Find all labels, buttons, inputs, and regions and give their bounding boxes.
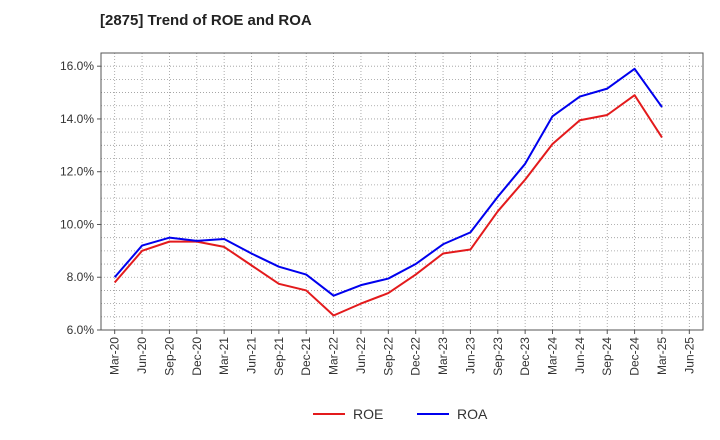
- x-tick-label: Sep-24: [600, 337, 614, 376]
- plot-area: [101, 53, 703, 330]
- x-tick-label: Sep-21: [272, 337, 286, 376]
- x-tick-label: Jun-23: [463, 337, 477, 374]
- x-tick-label: Jun-21: [245, 337, 259, 374]
- x-tick-label: Dec-23: [518, 337, 532, 376]
- x-tick-label: Dec-21: [299, 337, 313, 376]
- x-tick-label: Mar-25: [655, 337, 669, 375]
- series-lines: [113, 67, 663, 317]
- y-tick-label: 6.0%: [67, 323, 95, 337]
- x-tick-label: Mar-21: [217, 337, 231, 375]
- legend-item-roa: ROA: [417, 406, 488, 422]
- x-tick-label: Mar-24: [546, 337, 560, 375]
- x-tick-label: Dec-22: [409, 337, 423, 376]
- y-tick-label: 10.0%: [60, 217, 94, 231]
- x-tick-label: Jun-24: [573, 337, 587, 374]
- legend-label: ROA: [457, 406, 488, 422]
- x-tick-label: Mar-22: [327, 337, 341, 375]
- chart-title: [2875] Trend of ROE and ROA: [100, 12, 312, 29]
- y-axis-ticks: 6.0% 8.0% 10.0% 12.0% 14.0% 16.0%: [60, 59, 101, 337]
- legend-item-roe: ROE: [313, 406, 383, 422]
- legend-label: ROE: [353, 406, 383, 422]
- y-tick-label: 12.0%: [60, 165, 94, 179]
- legend: ROE ROA: [313, 406, 488, 422]
- y-tick-label: 16.0%: [60, 59, 94, 73]
- grid-lines: [101, 53, 703, 330]
- series-line-roa: [113, 67, 663, 297]
- x-tick-label: Sep-23: [491, 337, 505, 376]
- x-tick-label: Sep-22: [381, 337, 395, 376]
- x-tick-label: Mar-23: [436, 337, 450, 375]
- x-tick-label: Mar-20: [108, 337, 122, 375]
- x-tick-label: Jun-20: [135, 337, 149, 374]
- x-tick-label: Jun-25: [682, 337, 696, 374]
- series-line-roe: [113, 94, 663, 317]
- y-tick-label: 8.0%: [67, 270, 95, 284]
- y-tick-label: 14.0%: [60, 112, 94, 126]
- x-tick-label: Jun-22: [354, 337, 368, 374]
- x-tick-label: Sep-20: [162, 337, 176, 376]
- x-axis-ticks: Mar-20 Jun-20 Sep-20 Dec-20 Mar-21 Jun-21 Sep-…: [108, 330, 696, 376]
- x-tick-label: Dec-24: [628, 337, 642, 376]
- x-tick-label: Dec-20: [190, 337, 204, 376]
- plot-frame: [100, 52, 704, 331]
